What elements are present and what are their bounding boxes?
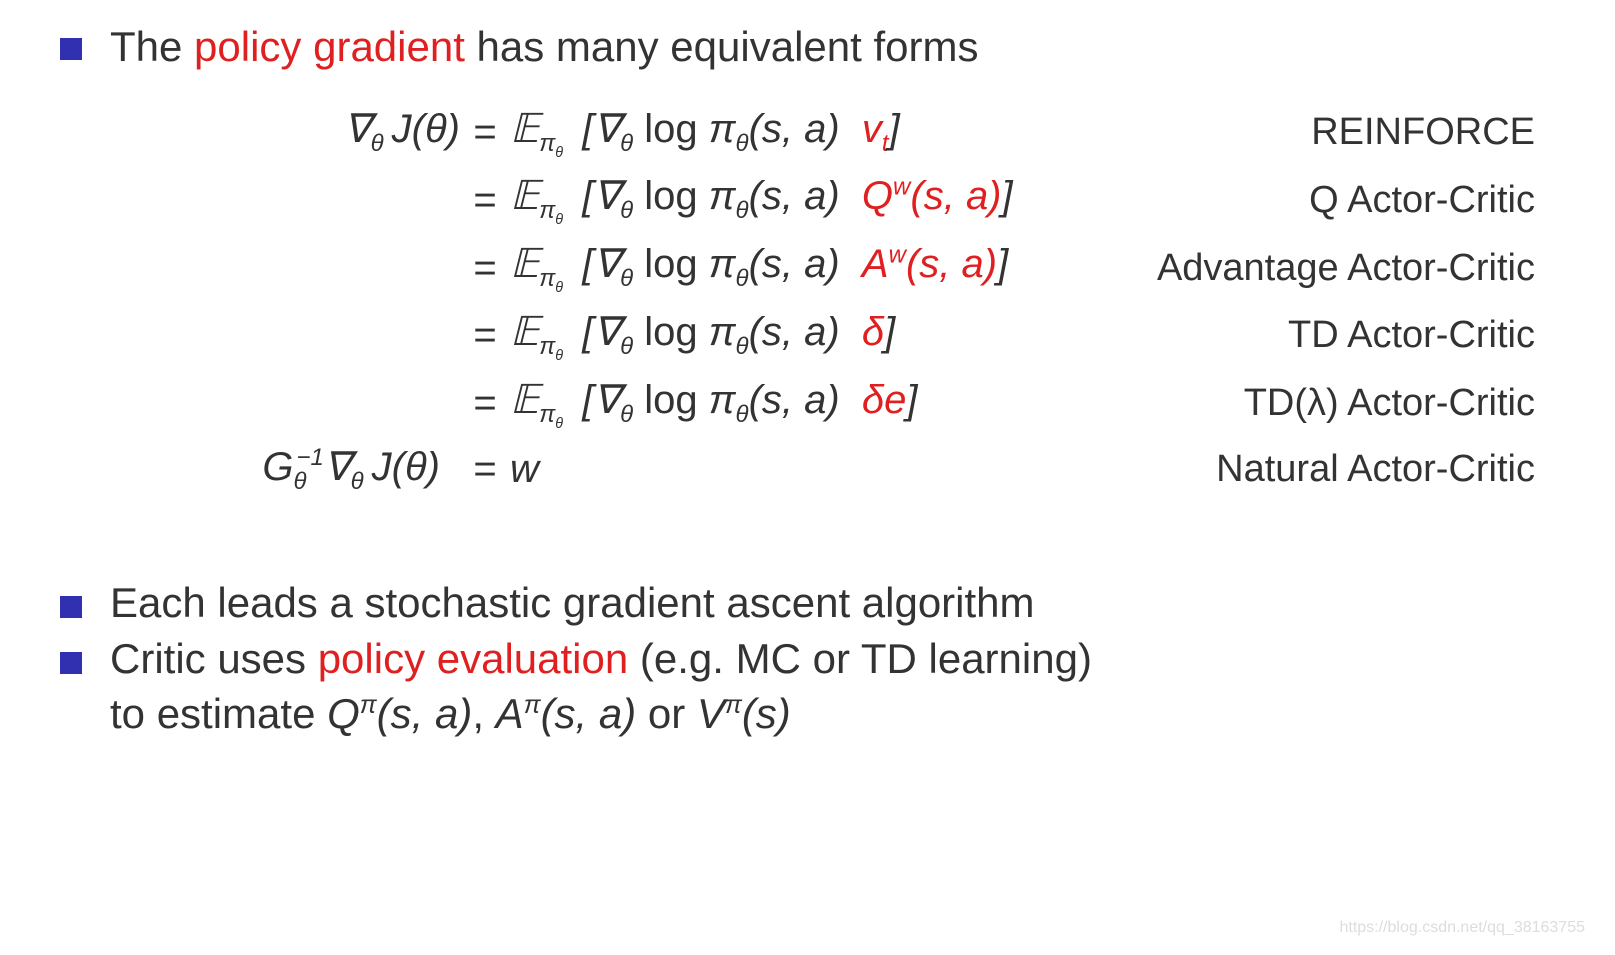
bullet-3-line1-suffix: (e.g. MC or TD learning) bbox=[628, 635, 1092, 682]
eq-equals-5: = bbox=[460, 381, 510, 426]
bullet-item-2: Each leads a stochastic gradient ascent … bbox=[60, 576, 1555, 631]
equation-row-natural-actor-critic: Gθ−1∇θ J(θ) = w Natural Actor-Critic bbox=[160, 444, 1555, 496]
square-bullet-icon bbox=[60, 596, 82, 618]
eq-equals-4: = bbox=[460, 313, 510, 358]
eq-equals-2: = bbox=[460, 178, 510, 223]
eq-label-6: Natural Actor-Critic bbox=[1055, 448, 1555, 491]
bullet-3-math-q: Qπ(s, a) bbox=[327, 690, 472, 737]
secondary-bullets: Each leads a stochastic gradient ascent … bbox=[60, 576, 1555, 742]
eq-rhs-6: w bbox=[510, 447, 1055, 492]
bullet-1-highlight: policy gradient bbox=[194, 23, 465, 70]
equation-row-q-actor-critic: = 𝔼πθ [∇θ log πθ(s, a) Qw(s, a)] Q Actor… bbox=[160, 172, 1555, 228]
eq-rhs-4: 𝔼πθ [∇θ log πθ(s, a) δ] bbox=[510, 308, 1055, 364]
bullet-1-text: The policy gradient has many equivalent … bbox=[110, 20, 978, 75]
bullet-item-1: The policy gradient has many equivalent … bbox=[60, 20, 1555, 75]
eq-lhs-1: ∇θ J(θ) bbox=[160, 106, 460, 158]
bullet-2-text: Each leads a stochastic gradient ascent … bbox=[110, 576, 1035, 631]
bullet-3-line1-prefix: Critic uses bbox=[110, 635, 318, 682]
eq-label-5: TD(λ) Actor-Critic bbox=[1055, 382, 1555, 425]
eq-label-1: REINFORCE bbox=[1055, 111, 1555, 154]
equation-row-advantage-actor-critic: = 𝔼πθ [∇θ log πθ(s, a) Aw(s, a)] Advanta… bbox=[160, 240, 1555, 296]
bullet-1-suffix: has many equivalent forms bbox=[465, 23, 979, 70]
eq-rhs-2: 𝔼πθ [∇θ log πθ(s, a) Qw(s, a)] bbox=[510, 172, 1055, 228]
bullet-3-line2-prefix: to estimate bbox=[110, 690, 327, 737]
equation-row-reinforce: ∇θ J(θ) = 𝔼πθ [∇θ log πθ(s, a) vt] REINF… bbox=[160, 105, 1555, 161]
square-bullet-icon bbox=[60, 38, 82, 60]
bullet-3-text: Critic uses policy evaluation (e.g. MC o… bbox=[110, 632, 1092, 741]
eq-rhs-1: 𝔼πθ [∇θ log πθ(s, a) vt] bbox=[510, 105, 1055, 161]
eq-rhs-3: 𝔼πθ [∇θ log πθ(s, a) Aw(s, a)] bbox=[510, 240, 1055, 296]
bullet-1-prefix: The bbox=[110, 23, 194, 70]
eq-label-4: TD Actor-Critic bbox=[1055, 314, 1555, 357]
eq-equals-3: = bbox=[460, 246, 510, 291]
eq-equals-6: = bbox=[460, 447, 510, 492]
equation-row-td-lambda-actor-critic: = 𝔼πθ [∇θ log πθ(s, a) δe] TD(λ) Actor-C… bbox=[160, 376, 1555, 432]
bullet-item-3: Critic uses policy evaluation (e.g. MC o… bbox=[60, 632, 1555, 741]
equation-row-td-actor-critic: = 𝔼πθ [∇θ log πθ(s, a) δ] TD Actor-Criti… bbox=[160, 308, 1555, 364]
eq-rhs-5: 𝔼πθ [∇θ log πθ(s, a) δe] bbox=[510, 376, 1055, 432]
bullet-3-line1-highlight: policy evaluation bbox=[318, 635, 629, 682]
eq-lhs-6: Gθ−1∇θ J(θ) bbox=[140, 444, 440, 496]
watermark-text: https://blog.csdn.net/qq_38163755 bbox=[1339, 919, 1585, 937]
slide-content: The policy gradient has many equivalent … bbox=[0, 0, 1615, 763]
equation-block: ∇θ J(θ) = 𝔼πθ [∇θ log πθ(s, a) vt] REINF… bbox=[160, 105, 1555, 496]
eq-label-3: Advantage Actor-Critic bbox=[1055, 247, 1555, 290]
eq-label-2: Q Actor-Critic bbox=[1055, 179, 1555, 222]
eq-equals-1: = bbox=[460, 110, 510, 155]
square-bullet-icon bbox=[60, 652, 82, 674]
bullet-3-sep2: or bbox=[636, 690, 697, 737]
bullet-3-sep1: , bbox=[472, 690, 495, 737]
bullet-3-math-a: Aπ(s, a) bbox=[496, 690, 637, 737]
bullet-3-math-v: Vπ(s) bbox=[697, 690, 791, 737]
